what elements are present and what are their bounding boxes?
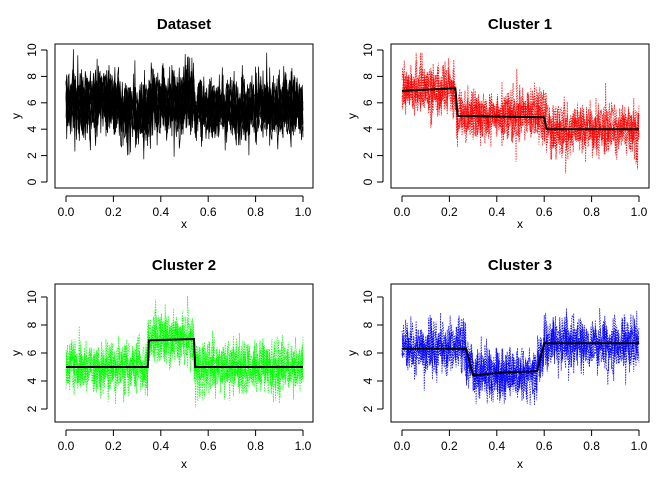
y-axis-label: y <box>345 113 359 119</box>
y-tick-label: 6 <box>25 349 39 356</box>
series-curve-0-5 <box>65 304 304 402</box>
y-tick-label: 0 <box>25 178 39 185</box>
x-tick-label: 0.2 <box>441 439 458 453</box>
x-tick-label: 1.0 <box>295 439 312 453</box>
x-tick-label: 0.2 <box>105 205 122 219</box>
x-tick-label: 0.4 <box>488 205 505 219</box>
y-tick-label: 6 <box>361 349 375 356</box>
y-tick-label: 4 <box>25 126 39 133</box>
y-tick-label: 2 <box>361 152 375 159</box>
y-tick-label: 10 <box>361 290 375 304</box>
x-tick-label: 0.8 <box>247 205 264 219</box>
x-axis-label: x <box>517 457 523 471</box>
y-tick-label: 2 <box>25 152 39 159</box>
x-tick-label: 0.2 <box>105 439 122 453</box>
y-tick-label: 6 <box>25 99 39 106</box>
y-tick-label: 8 <box>361 73 375 80</box>
series-curve-0-9 <box>65 64 304 152</box>
chart-title: Cluster 2 <box>152 257 216 274</box>
panel-dataset: 0.0 0.2 0.4 0.6 0.8 1.0 0 2 4 6 8 10 Dataset x y <box>9 16 314 231</box>
y-tick-label: 10 <box>25 290 39 304</box>
y-tick-label: 10 <box>25 43 39 57</box>
x-tick-label: 0.8 <box>583 439 600 453</box>
y-tick-label: 8 <box>25 73 39 80</box>
y-tick-label: 10 <box>361 43 375 57</box>
y-axis-label: y <box>9 350 23 356</box>
y-tick-label: 4 <box>361 377 375 384</box>
x-tick-label: 0.6 <box>200 439 217 453</box>
x-tick-label: 0.0 <box>58 439 75 453</box>
x-tick-label: 0.8 <box>583 205 600 219</box>
y-tick-label: 8 <box>25 321 39 328</box>
chart-title: Cluster 1 <box>488 16 552 33</box>
y-tick-label: 2 <box>361 405 375 412</box>
y-tick-label: 2 <box>25 405 39 412</box>
x-tick-label: 0.4 <box>152 439 169 453</box>
x-tick-label: 0.0 <box>394 439 411 453</box>
y-axis-label: y <box>9 113 23 119</box>
chart-title: Dataset <box>157 16 211 33</box>
y-axis-label: y <box>345 350 359 356</box>
panel-cluster-3: 0.0 0.2 0.4 0.6 0.8 1.0 2 4 6 8 10 Cluster 3 x y <box>345 257 650 471</box>
chart-title: Cluster 3 <box>488 257 552 274</box>
series-curve-0-4 <box>401 312 640 401</box>
x-tick-label: 0.0 <box>394 205 411 219</box>
x-axis-label: x <box>517 217 523 231</box>
series-curve-0-2 <box>401 312 640 404</box>
x-tick-label: 1.0 <box>631 439 648 453</box>
plot-frame <box>54 283 314 423</box>
plot-frame <box>54 43 314 189</box>
x-axis-label: x <box>181 217 187 231</box>
series-curve-0-5 <box>401 312 640 406</box>
panel-cluster-2: 0.0 0.2 0.4 0.6 0.8 1.0 2 4 6 8 10 Cluster 2 x y <box>9 257 314 471</box>
mean-line <box>401 87 639 131</box>
y-tick-label: 4 <box>361 126 375 133</box>
x-tick-label: 0.0 <box>58 205 75 219</box>
plot-frame <box>390 43 650 189</box>
series-curve-0-4 <box>401 58 640 160</box>
y-tick-label: 8 <box>361 321 375 328</box>
x-tick-label: 0.8 <box>247 439 264 453</box>
plot-frame <box>390 283 650 423</box>
x-tick-label: 0.4 <box>488 439 505 453</box>
y-tick-label: 0 <box>361 178 375 185</box>
x-tick-label: 0.2 <box>441 205 458 219</box>
x-axis-label: x <box>181 457 187 471</box>
x-tick-label: 0.6 <box>536 205 553 219</box>
x-tick-label: 0.6 <box>536 439 553 453</box>
x-tick-label: 1.0 <box>295 205 312 219</box>
mean-line <box>402 342 639 377</box>
x-tick-label: 0.6 <box>200 205 217 219</box>
panel-cluster-1: 0.0 0.2 0.4 0.6 0.8 1.0 0 2 4 6 8 10 Cluster 1 x y <box>345 16 650 231</box>
y-tick-label: 6 <box>361 99 375 106</box>
y-tick-label: 4 <box>25 377 39 384</box>
x-tick-label: 1.0 <box>631 205 648 219</box>
x-tick-label: 0.4 <box>152 205 169 219</box>
mean-line <box>66 337 303 368</box>
